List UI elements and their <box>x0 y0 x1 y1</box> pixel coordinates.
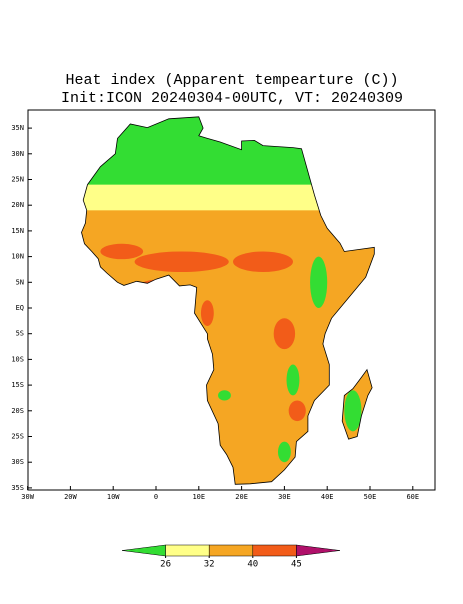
colorbar-segment <box>121 544 166 557</box>
zone <box>310 256 328 308</box>
lat-label: 35S <box>11 484 24 492</box>
lon-label: 60E <box>406 493 419 501</box>
colorbar-segment <box>296 544 341 557</box>
lon-label: 10W <box>107 493 120 501</box>
zone <box>200 300 214 326</box>
lat-label: EQ <box>16 304 24 312</box>
lat-label: 25N <box>11 176 24 184</box>
subtitle: Init:ICON 20240304-00UTC, VT: 20240309 <box>61 90 403 107</box>
lon-label: 10E <box>192 493 205 501</box>
lat-label: 25S <box>11 433 24 441</box>
zone <box>344 390 362 432</box>
lon-label: 40E <box>321 493 334 501</box>
colorbar-segment <box>252 544 297 557</box>
colorbar-label: 45 <box>291 560 302 570</box>
zone <box>277 441 291 463</box>
colorbar: 26 32 40 45 <box>121 544 341 570</box>
lat-label: 30N <box>11 150 24 158</box>
lat-label: 15N <box>11 227 24 235</box>
zone <box>134 251 229 273</box>
lat-label: 20S <box>11 407 24 415</box>
zone <box>81 116 375 185</box>
lon-label: 20E <box>235 493 248 501</box>
zone <box>288 400 306 422</box>
zone <box>218 390 231 401</box>
colorbar-segment <box>165 544 210 557</box>
zone <box>138 279 174 296</box>
zone <box>233 251 293 273</box>
map: 35N 30N 25N 20N 15N 10N 5N EQ 5S 10S 15S 20S 25S 30S 3… <box>11 116 419 501</box>
lat-label: 10S <box>11 355 24 363</box>
lat-label: 35N <box>11 124 24 132</box>
lat-label: 5N <box>16 278 24 286</box>
zone <box>273 318 296 350</box>
land-fill <box>81 116 375 485</box>
lat-label: 30S <box>11 458 24 466</box>
colorbar-label: 32 <box>204 560 215 570</box>
lon-label: 30E <box>278 493 291 501</box>
lat-label: 15S <box>11 381 24 389</box>
lat-label: 5S <box>16 330 24 338</box>
colorbar-label: 26 <box>160 560 171 570</box>
coastline <box>81 116 375 485</box>
map-frame <box>27 109 436 491</box>
title: Heat index (Apparent tempearture (C)) <box>65 72 398 89</box>
zone <box>286 364 300 396</box>
lon-label: 30W <box>21 493 34 501</box>
lon-label: 50E <box>364 493 377 501</box>
lat-label: 20N <box>11 201 24 209</box>
colorbar-segment <box>208 544 254 557</box>
colorbar-label: 40 <box>247 560 258 570</box>
lon-label: 20W <box>64 493 77 501</box>
zone <box>100 243 144 260</box>
lon-label: 0 <box>154 493 158 501</box>
lat-label: 10N <box>11 253 24 261</box>
